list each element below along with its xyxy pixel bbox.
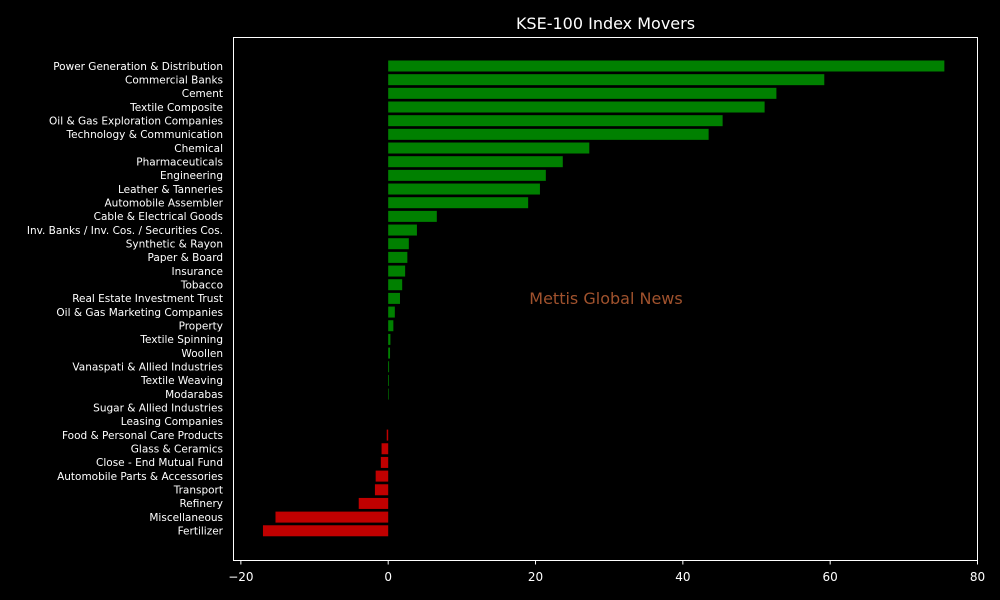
bar (388, 333, 391, 345)
category-label: Inv. Banks / Inv. Cos. / Securities Cos. (27, 225, 223, 237)
category-label: Woollen (181, 348, 223, 360)
category-label: Cement (182, 88, 223, 100)
category-label: Paper & Board (148, 252, 223, 264)
bar (275, 511, 389, 523)
category-label: Transport (173, 485, 223, 497)
bar (375, 470, 389, 482)
category-label: Technology & Communication (66, 129, 223, 141)
bar (388, 374, 389, 386)
category-label: Commercial Banks (125, 74, 223, 86)
bar (388, 128, 709, 140)
x-tick-label: 80 (970, 570, 985, 584)
category-label: Vanaspati & Allied Industries (72, 362, 223, 374)
category-label: Textile Spinning (139, 334, 223, 346)
x-tick-label: 60 (823, 570, 838, 584)
bar (388, 361, 390, 373)
bar (388, 265, 406, 277)
x-tick-label: 20 (528, 570, 543, 584)
bar (388, 292, 400, 304)
bar (388, 306, 395, 318)
chart-title: KSE-100 Index Movers (516, 14, 695, 33)
bar (358, 497, 389, 509)
bar (388, 197, 529, 209)
bar (388, 279, 403, 291)
category-label: Tobacco (180, 280, 223, 292)
plot-area-frame (233, 37, 978, 561)
category-label: Real Estate Investment Trust (72, 293, 223, 305)
category-label: Insurance (171, 266, 223, 278)
category-label: Refinery (179, 498, 223, 510)
bar (388, 224, 417, 236)
bar (388, 238, 409, 250)
category-label: Leather & Tanneries (118, 184, 223, 196)
category-label: Synthetic & Rayon (126, 239, 223, 251)
category-label: Sugar & Allied Industries (93, 403, 223, 415)
category-label: Oil & Gas Exploration Companies (49, 115, 223, 127)
bar (388, 347, 391, 359)
category-label: Automobile Assembler (105, 198, 224, 210)
category-label: Pharmaceuticals (136, 156, 223, 168)
category-label: Textile Weaving (140, 375, 223, 387)
category-label: Power Generation & Distribution (53, 61, 223, 73)
bar (388, 74, 825, 86)
bar (388, 60, 945, 72)
category-label: Cable & Electrical Goods (94, 211, 223, 223)
category-label: Miscellaneous (149, 512, 223, 524)
watermark-text: Mettis Global News (529, 289, 682, 308)
bar (388, 156, 563, 168)
category-label: Close - End Mutual Fund (96, 457, 223, 469)
category-labels: Power Generation & DistributionCommercia… (27, 61, 224, 538)
bar (374, 484, 389, 496)
bar (262, 525, 389, 537)
x-tick-label: 0 (384, 570, 392, 584)
bar (388, 210, 437, 222)
category-label: Glass & Ceramics (131, 444, 223, 456)
bar (388, 115, 723, 127)
category-label: Property (179, 321, 223, 333)
category-label: Oil & Gas Marketing Companies (56, 307, 223, 319)
bars-group (262, 60, 945, 537)
bar (388, 320, 394, 332)
x-tick-label: 40 (675, 570, 690, 584)
category-label: Chemical (174, 143, 223, 155)
bar (388, 251, 408, 263)
bar (388, 87, 777, 99)
bar (388, 101, 765, 113)
category-label: Fertilizer (178, 526, 224, 538)
bar (388, 169, 546, 181)
category-label: Automobile Parts & Accessories (57, 471, 223, 483)
bar (388, 388, 389, 400)
category-label: Engineering (160, 170, 223, 182)
category-label: Modarabas (165, 389, 223, 401)
bar (381, 443, 389, 455)
category-label: Leasing Companies (121, 416, 223, 428)
bar (380, 456, 389, 468)
x-tick-label: −20 (228, 570, 253, 584)
category-label: Food & Personal Care Products (62, 430, 223, 442)
bar (388, 142, 590, 154)
x-axis-ticks: −20 0 20 40 60 80 (228, 560, 985, 584)
category-label: Textile Composite (129, 102, 223, 114)
bar (388, 183, 540, 195)
bar (386, 429, 389, 441)
